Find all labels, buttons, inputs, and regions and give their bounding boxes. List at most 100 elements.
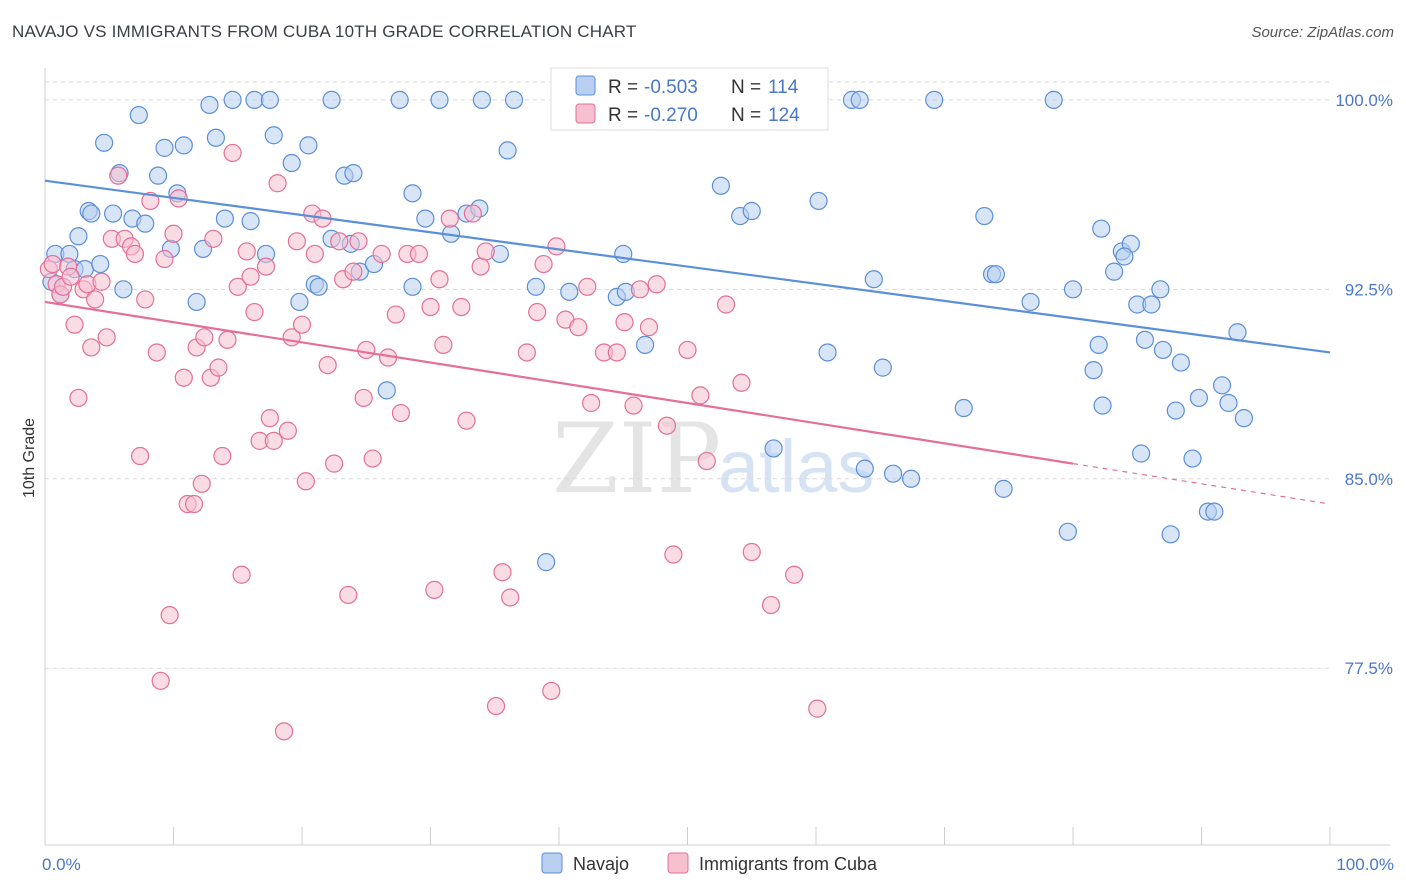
navajo-point-82 [901,469,921,488]
cuba-point-72 [386,305,405,324]
cuba-point-21 [136,290,155,309]
cuba-point-1 [43,254,62,274]
navajo-point-16 [136,214,155,233]
cuba-point-22 [141,191,160,211]
navajo-point-37 [309,277,328,296]
cuba-point-115 [808,699,827,718]
cuba-swatch [575,103,596,124]
cuba-point-68 [357,340,376,360]
navajo-point-92 [1063,280,1083,299]
cuba-point-82 [457,411,476,430]
navajo-swatch [575,75,596,96]
cuba-point-54 [287,232,306,251]
navajo-point-56 [498,141,517,160]
navajo-point-84 [954,398,973,418]
cuba-point-80 [440,209,459,228]
cuba-point-37 [209,358,228,377]
cuba-point-41 [228,277,247,296]
cuba-r-value: -0.270 [644,105,698,126]
navajo-point-50 [430,90,449,109]
cuba-points [39,143,827,741]
cuba-point-45 [245,302,264,322]
cuba-point-50 [268,174,287,193]
navajo-point-17 [148,166,168,185]
navajo-point-31 [260,90,279,109]
cuba-point-69 [363,449,382,468]
cuba-point-89 [517,343,536,362]
cuba-point-79 [434,335,453,354]
cuba-point-77 [425,580,444,599]
navajo-point-107 [1161,525,1180,544]
cuba-point-13 [92,272,111,291]
cuba-point-62 [330,232,349,251]
cuba-point-90 [528,302,547,322]
cuba-point-102 [630,280,650,299]
cuba-n-label: N = [731,105,761,126]
cuba-point-51 [274,722,294,741]
navajo-point-63 [614,244,633,264]
cuba-point-7 [65,315,84,334]
navajo-points [42,90,1254,572]
navajo-point-25 [206,128,226,147]
navajo-point-102 [1132,444,1151,463]
cuba-point-87 [493,563,512,582]
navajo-point-106 [1153,340,1173,360]
cuba-point-39 [218,330,237,349]
cuba-point-19 [125,244,145,264]
navajo-point-111 [1189,388,1209,408]
navajo-point-8 [82,204,101,223]
navajo-point-41 [344,164,363,183]
cuba-point-76 [421,297,440,317]
navajo-point-103 [1135,330,1155,349]
cuba-point-112 [742,542,761,562]
navajo-point-34 [290,292,309,312]
cuba-point-26 [160,606,179,625]
navajo-point-35 [299,136,318,155]
navajo-point-21 [174,136,193,155]
cuba-point-99 [607,343,626,362]
cuba-point-83 [463,204,483,223]
legend-cuba-swatch [667,852,689,874]
navajo-point-49 [416,209,435,228]
cuba-point-38 [213,446,232,466]
navajo-point-96 [1093,396,1112,415]
legend-cuba-label: Immigrants from Cuba [699,854,878,874]
cuba-point-75 [409,244,429,264]
navajo-point-108 [1166,401,1185,420]
navajo-point-104 [1142,295,1161,314]
cuba-point-93 [547,237,566,256]
y-tick-label-2: 92.5% [1345,280,1393,299]
watermark-atlas: atlas [718,425,874,508]
navajo-n-label: N = [731,77,761,98]
cuba-trend-line [44,300,1074,465]
cuba-point-40 [223,143,242,163]
cuba-point-29 [174,368,193,387]
navajo-r-value: -0.503 [644,77,698,98]
navajo-point-89 [1021,292,1040,312]
cuba-point-12 [86,290,105,309]
cuba-point-64 [339,585,358,605]
source-label: Source: ZipAtlas.com [1251,24,1394,41]
navajo-point-28 [245,90,264,109]
navajo-point-94 [1089,335,1108,354]
navajo-point-57 [504,90,524,109]
cuba-point-58 [305,244,324,264]
cuba-point-47 [256,257,276,276]
cuba-point-27 [164,224,183,243]
navajo-point-90 [1044,90,1063,109]
cuba-point-42 [232,565,251,584]
watermark-zip: ZIP [552,403,721,515]
trend-lines [44,179,1331,505]
cuba-point-111 [732,373,751,392]
cuba-point-31 [184,494,204,514]
navajo-point-85 [975,206,994,226]
y-axis-label: 10th Grade [21,418,38,498]
cuba-point-95 [569,318,588,337]
navajo-point-80 [873,358,892,377]
navajo-point-83 [925,90,944,109]
navajo-point-91 [1058,522,1077,541]
navajo-point-46 [390,90,409,109]
navajo-r-label: R = [608,77,638,98]
cuba-point-100 [615,313,634,332]
cuba-point-36 [204,229,223,248]
